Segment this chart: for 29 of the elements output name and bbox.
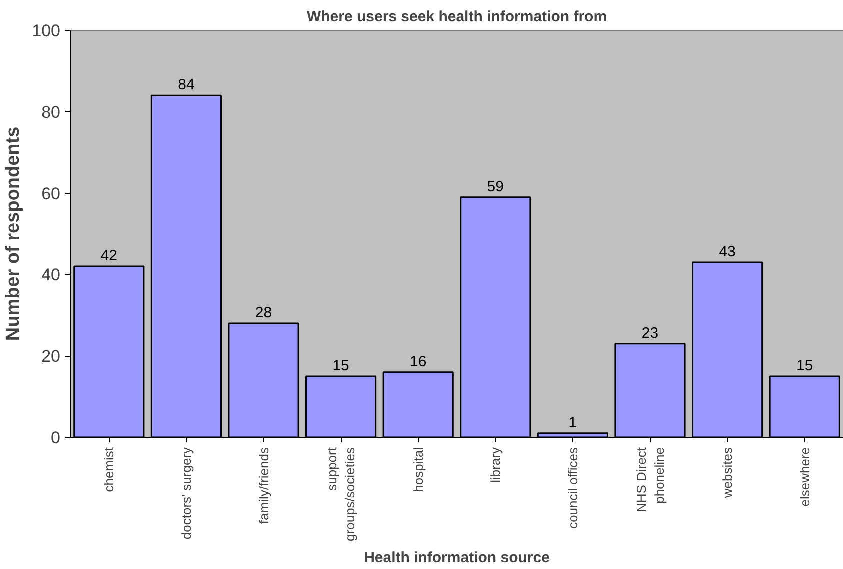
chart-title: Where users seek health information from (306, 8, 608, 26)
data-label: 16 (410, 353, 427, 370)
data-label: 15 (796, 357, 814, 374)
data-label: 42 (100, 248, 118, 265)
y-tick-label: 60 (42, 184, 61, 204)
y-tick-label: 100 (32, 22, 61, 40)
x-tick-label: support groups/societies (324, 447, 358, 542)
x-tick-label: hospital (410, 447, 426, 492)
y-tick-label: 40 (42, 266, 61, 285)
y-axis-title: Number of respondents (3, 126, 24, 342)
x-axis-title: Health information source (364, 549, 550, 566)
data-label: 59 (487, 178, 504, 196)
data-label: 15 (332, 357, 350, 374)
y-tick-label: 0 (51, 428, 61, 448)
x-tick-label: NHS Direct phoneline (634, 447, 667, 513)
x-tick-label: family/friends (256, 447, 272, 524)
data-label: 28 (255, 304, 272, 322)
x-tick-label: elsewhere (797, 447, 812, 507)
data-label: 23 (642, 324, 659, 342)
x-tick-label: websites (720, 447, 736, 500)
data-label: 1 (568, 414, 578, 432)
data-label: 84 (178, 76, 195, 94)
x-tick-label: doctors' surgery (178, 447, 194, 540)
x-tick-label: council offices (565, 447, 580, 529)
x-tick-label: chemist (102, 447, 117, 492)
data-label: 43 (719, 243, 736, 260)
x-tick-label: library (488, 447, 504, 483)
y-tick-label: 80 (42, 102, 61, 122)
y-tick-label: 20 (42, 347, 61, 366)
